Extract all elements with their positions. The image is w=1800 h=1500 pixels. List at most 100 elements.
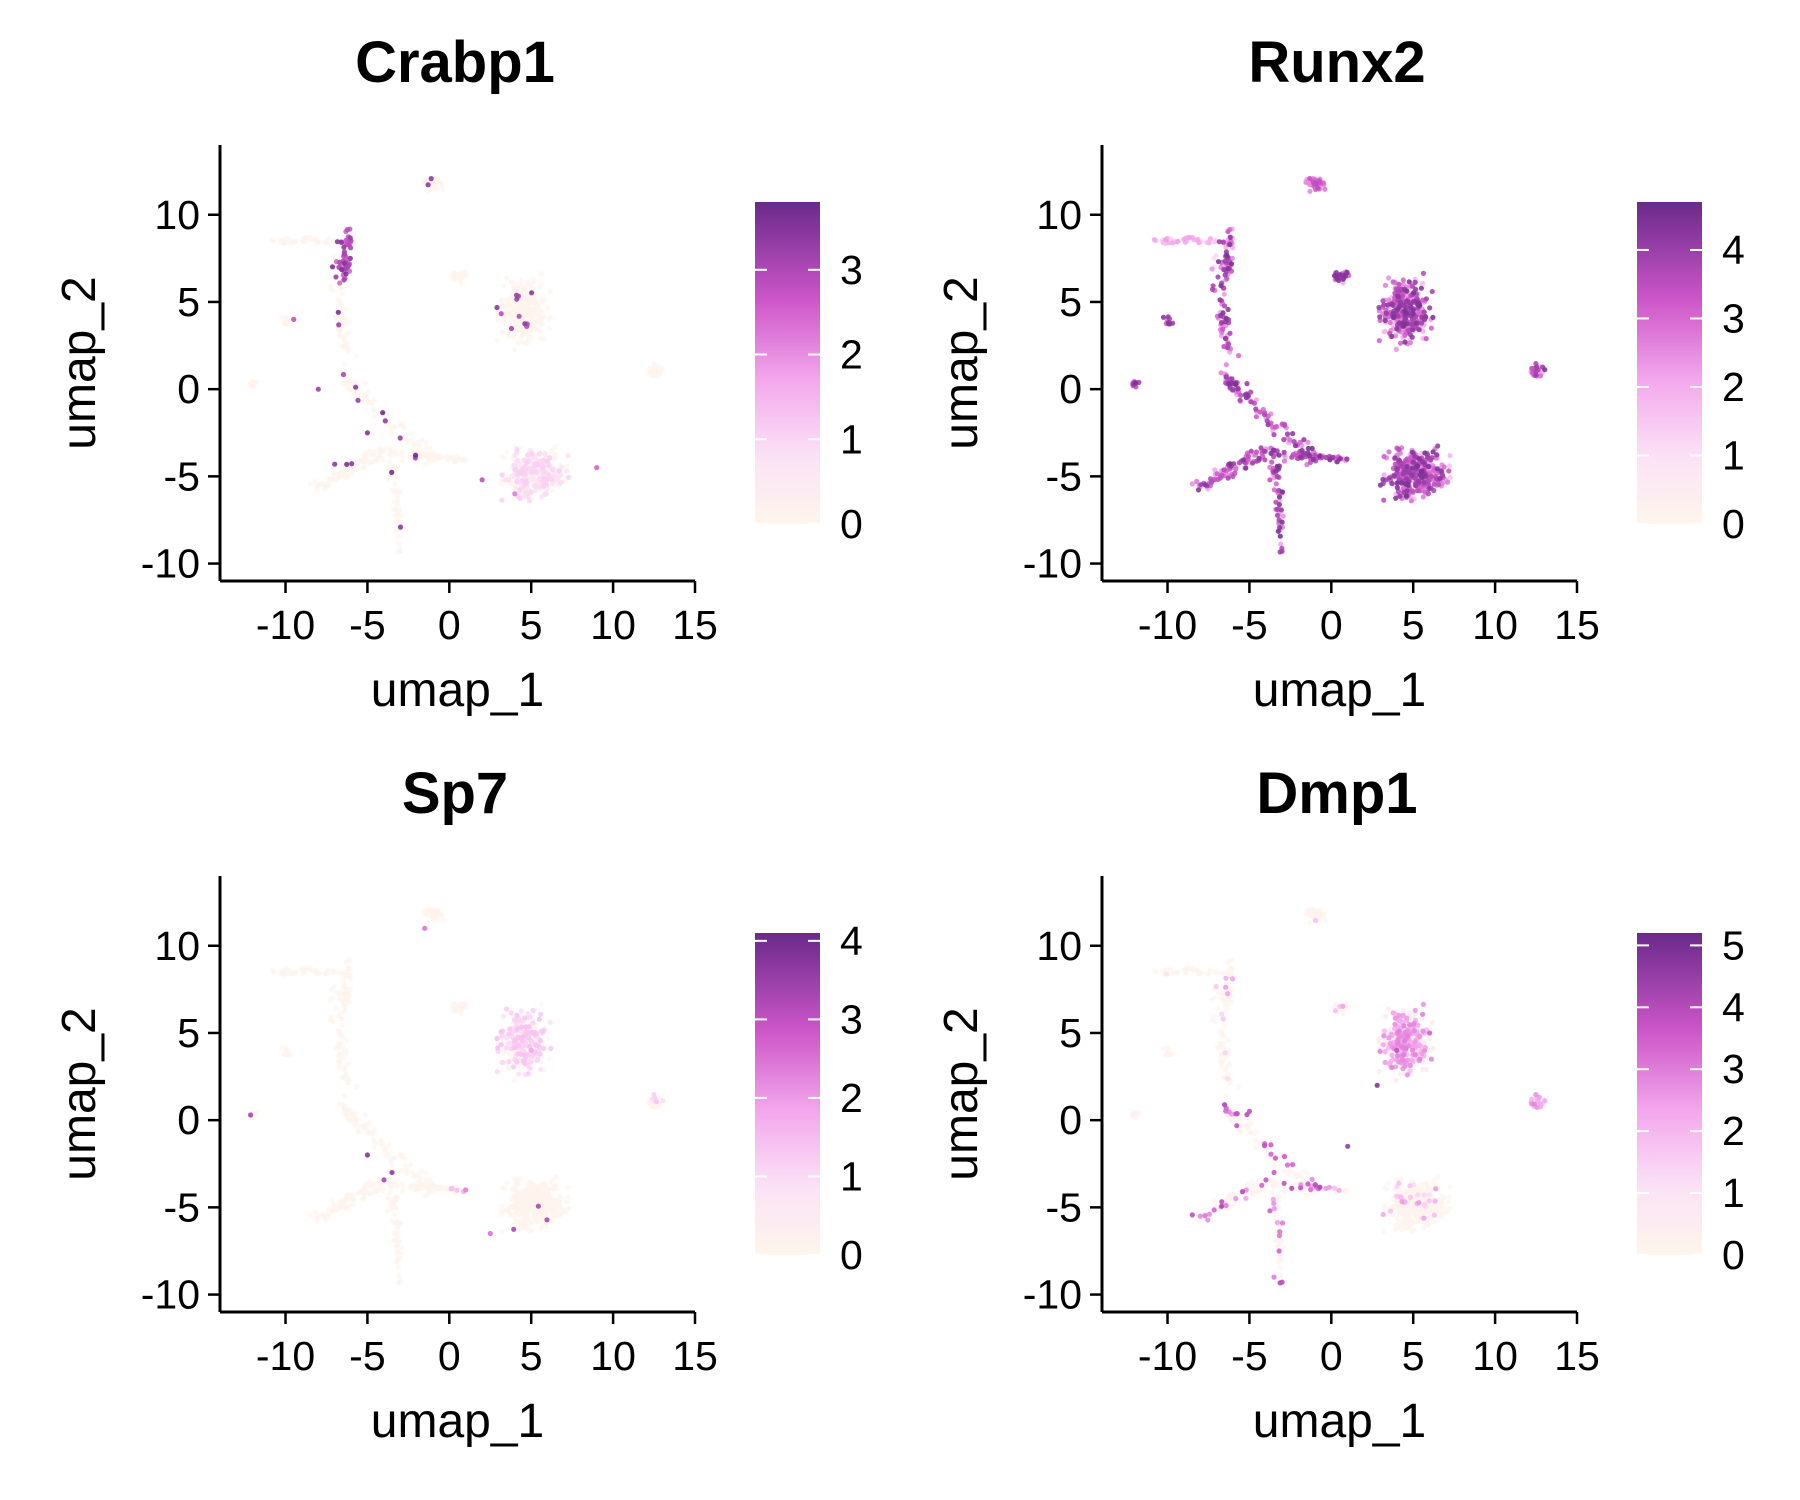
cell-point	[332, 471, 338, 477]
cell-point	[1399, 480, 1405, 486]
cell-point	[494, 1069, 500, 1075]
y-tick-label: -5	[164, 1184, 200, 1230]
cell-point	[1389, 333, 1395, 339]
cell-point	[1387, 319, 1393, 325]
cell-point	[1195, 1218, 1202, 1224]
cell-point	[517, 1051, 523, 1057]
cell-point	[1268, 450, 1274, 456]
cell-point	[1382, 317, 1388, 324]
cell-point	[546, 462, 552, 469]
cell-point	[1392, 1204, 1398, 1210]
cell-point	[1383, 310, 1389, 316]
cell-point	[1381, 497, 1387, 503]
cell-point	[1294, 1173, 1300, 1180]
cell-point	[437, 454, 443, 460]
cell-point	[501, 307, 507, 313]
cell-point	[564, 463, 571, 469]
cell-point	[1277, 533, 1283, 539]
cell-point	[538, 1066, 544, 1072]
cell-point	[1281, 449, 1287, 455]
cell-point	[351, 1120, 357, 1126]
cell-point	[1402, 308, 1408, 314]
cell-point	[1269, 1190, 1275, 1196]
cell-point	[1426, 1192, 1432, 1198]
cell-point	[388, 465, 394, 471]
point-layer	[1129, 175, 1548, 555]
cell-point	[1316, 908, 1322, 914]
cell-point	[395, 1280, 401, 1286]
cell-point	[1346, 1003, 1352, 1010]
cell-point	[389, 1185, 395, 1191]
cell-point	[1334, 276, 1340, 282]
cell-point	[346, 262, 352, 268]
cell-point	[1394, 326, 1400, 332]
cell-point	[349, 461, 355, 467]
cell-point	[512, 491, 518, 497]
cell-point	[508, 1010, 514, 1016]
cell-point	[394, 1205, 400, 1211]
cell-point	[1428, 325, 1434, 331]
cell-point	[1414, 488, 1420, 494]
cell-point	[1402, 339, 1408, 345]
cell-point	[550, 446, 556, 452]
cell-point	[381, 1177, 387, 1183]
cell-point	[355, 397, 361, 403]
cell-point	[565, 1184, 571, 1190]
cell-point	[499, 1228, 505, 1234]
cell-point	[513, 306, 519, 312]
cell-point	[1390, 279, 1396, 285]
cell-point	[385, 477, 391, 483]
cell-point	[335, 297, 341, 303]
cell-point	[360, 392, 366, 398]
cell-point	[1406, 1010, 1412, 1016]
cell-point	[1276, 1183, 1282, 1189]
cell-point	[1429, 1019, 1435, 1026]
cell-point	[559, 464, 565, 470]
cell-point	[1388, 1208, 1394, 1214]
cell-point	[1280, 513, 1286, 519]
cell-point	[540, 1028, 546, 1034]
cell-point	[1394, 485, 1400, 491]
cell-point	[1221, 1022, 1227, 1028]
cell-point	[313, 487, 320, 493]
cell-point	[511, 1017, 518, 1023]
cell-point	[515, 1071, 522, 1077]
cell-point	[412, 442, 418, 449]
cell-point	[288, 240, 294, 246]
cell-point	[1274, 473, 1280, 480]
cell-point	[371, 1137, 377, 1143]
cell-point	[408, 431, 414, 437]
cell-point	[522, 1052, 528, 1058]
colorbar-label: 4	[840, 918, 863, 964]
cell-point	[386, 445, 392, 451]
cell-point	[338, 1016, 344, 1022]
cell-point	[333, 274, 339, 280]
cell-point	[514, 1027, 520, 1033]
cell-point	[1438, 1199, 1444, 1205]
cell-point	[343, 271, 349, 277]
cell-point	[439, 182, 445, 188]
cell-point	[1410, 459, 1416, 465]
cell-point	[397, 1220, 404, 1226]
cell-point	[1344, 1187, 1350, 1193]
cell-point	[507, 301, 513, 307]
colorbar-label: 1	[1722, 432, 1745, 478]
cell-point	[356, 392, 362, 398]
cell-point	[545, 458, 551, 464]
cell-point	[327, 997, 333, 1003]
cell-point	[1241, 457, 1247, 463]
cell-point	[1278, 1238, 1284, 1244]
cell-point	[351, 1112, 357, 1118]
cell-point	[1542, 367, 1548, 373]
cell-point	[534, 299, 541, 305]
x-tick-label: 10	[1472, 602, 1518, 648]
cell-point	[525, 300, 531, 306]
cell-point	[538, 1011, 544, 1017]
cell-point	[1223, 362, 1229, 368]
cell-point	[394, 474, 400, 480]
cell-point	[1332, 1008, 1339, 1014]
cell-point	[307, 235, 313, 241]
cell-point	[1222, 335, 1228, 341]
cell-point	[1380, 476, 1386, 483]
cell-point	[455, 1003, 461, 1010]
